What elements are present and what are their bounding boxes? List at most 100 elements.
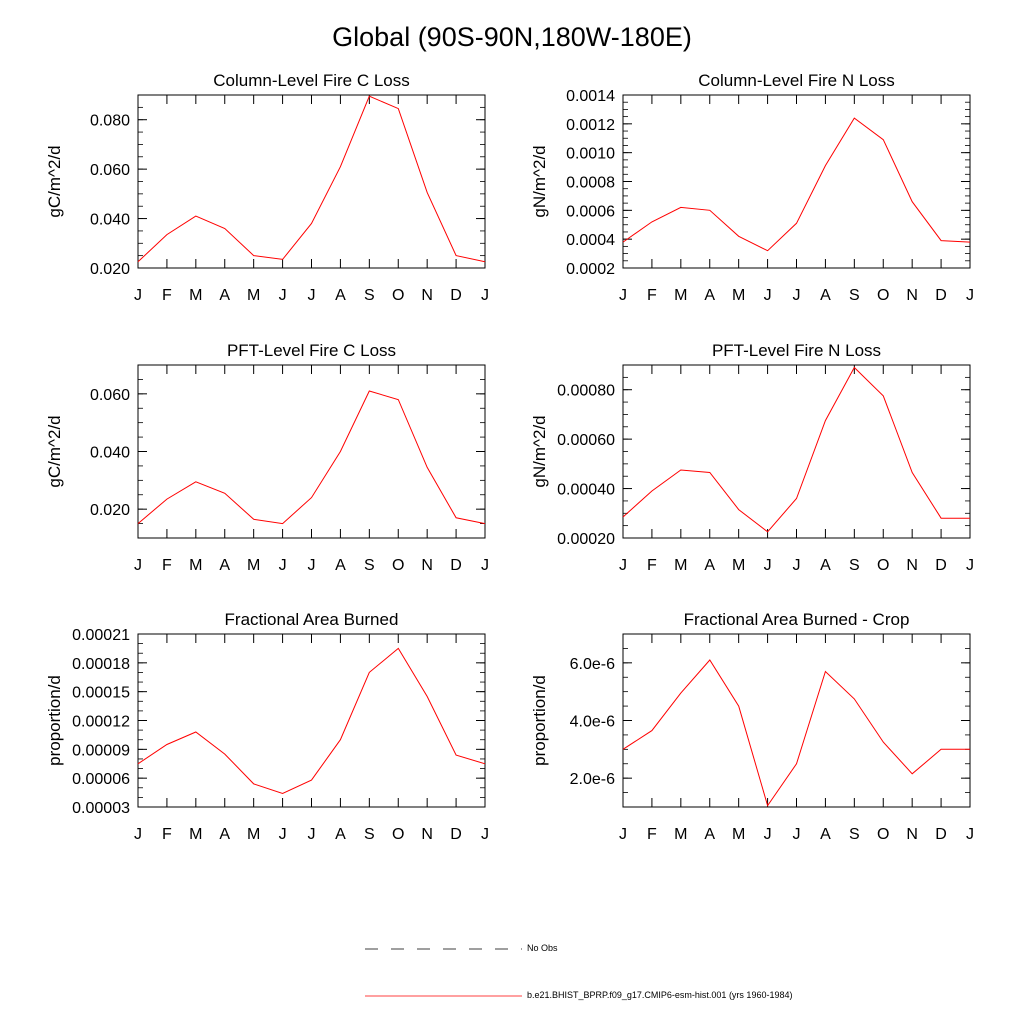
y-tick-label: 0.060 (90, 387, 130, 404)
x-tick-label: N (421, 287, 433, 304)
x-tick-label: N (421, 826, 433, 843)
x-tick-label: A (704, 287, 715, 304)
x-tick-label: J (308, 287, 316, 304)
y-tick-label: 0.0014 (566, 88, 615, 105)
panel-title: PFT-Level Fire N Loss (712, 341, 881, 360)
y-tick-label: 0.020 (90, 502, 130, 519)
y-tick-label: 0.00020 (557, 531, 615, 548)
x-tick-label: J (619, 287, 627, 304)
y-tick-label: 2.0e-6 (570, 771, 615, 788)
y-tick-label: 0.00080 (557, 383, 615, 400)
y-tick-label: 0.040 (90, 445, 130, 462)
y-tick-label: 0.0002 (566, 261, 615, 278)
x-tick-label: O (392, 826, 404, 843)
x-tick-label: J (279, 826, 287, 843)
plot-frame (622, 94, 971, 269)
x-tick-label: J (481, 287, 489, 304)
y-tick-label: 0.0010 (566, 146, 615, 163)
x-tick-label: J (481, 557, 489, 574)
y-tick-label: 0.00040 (557, 482, 615, 499)
x-tick-label: O (877, 287, 889, 304)
x-tick-label: S (849, 826, 860, 843)
plot-frame (137, 94, 486, 269)
x-tick-label: D (450, 287, 462, 304)
x-tick-label: M (189, 287, 202, 304)
x-tick-label: S (364, 557, 375, 574)
series-line (622, 117, 971, 252)
x-tick-label: D (935, 287, 947, 304)
y-axis-label: proportion/d (530, 675, 549, 766)
x-tick-label: S (364, 826, 375, 843)
y-axis-label: gC/m^2/d (45, 415, 64, 487)
x-tick-label: M (247, 826, 260, 843)
y-tick-label: 0.00009 (72, 742, 130, 759)
x-tick-label: O (392, 287, 404, 304)
y-tick-label: 0.0008 (566, 175, 615, 192)
x-tick-label: M (247, 557, 260, 574)
x-tick-label: F (647, 287, 657, 304)
x-tick-label: S (849, 287, 860, 304)
x-tick-label: J (308, 557, 316, 574)
x-tick-label: N (421, 557, 433, 574)
main-title: Global (90S-90N,180W-180E) (332, 22, 692, 52)
y-axis-label: gC/m^2/d (45, 145, 64, 217)
panel-title: Column-Level Fire N Loss (698, 71, 895, 90)
y-tick-label: 0.040 (90, 212, 130, 229)
y-tick-label: 0.00018 (72, 656, 130, 673)
series-line (622, 659, 970, 807)
x-tick-label: J (619, 557, 627, 574)
x-tick-label: F (162, 287, 172, 304)
y-tick-label: 0.00021 (72, 627, 130, 644)
x-tick-label: J (279, 287, 287, 304)
panel-title: Fractional Area Burned - Crop (684, 610, 910, 629)
x-tick-label: J (764, 287, 772, 304)
x-tick-label: A (335, 557, 346, 574)
x-tick-label: F (647, 826, 657, 843)
x-tick-label: J (764, 557, 772, 574)
x-tick-label: J (966, 826, 974, 843)
y-tick-label: 0.00060 (557, 432, 615, 449)
y-axis-label: proportion/d (45, 675, 64, 766)
x-tick-label: M (189, 557, 202, 574)
y-tick-label: 0.0004 (566, 232, 615, 249)
legend-line-dashed (365, 948, 522, 950)
x-tick-label: O (877, 826, 889, 843)
y-axis-label: gN/m^2/d (530, 415, 549, 487)
x-tick-label: M (732, 826, 745, 843)
x-tick-label: J (308, 826, 316, 843)
legend-label-no-obs: No Obs (527, 943, 558, 953)
x-tick-label: J (793, 287, 801, 304)
x-tick-label: J (793, 557, 801, 574)
plot-frame (622, 633, 971, 808)
series-line (622, 366, 970, 533)
panel-title: Column-Level Fire C Loss (213, 71, 410, 90)
x-tick-label: A (704, 557, 715, 574)
x-tick-label: M (674, 826, 687, 843)
x-tick-label: J (481, 826, 489, 843)
x-tick-label: J (619, 826, 627, 843)
y-tick-label: 4.0e-6 (570, 714, 615, 731)
y-tick-label: 0.00006 (72, 771, 130, 788)
x-tick-label: J (966, 557, 974, 574)
x-tick-label: J (966, 287, 974, 304)
series-line (137, 390, 486, 525)
x-tick-label: J (134, 557, 142, 574)
legend-item-model: b.e21.BHIST_BPRP.f09_g17.CMIP6-esm-hist.… (0, 989, 1024, 1005)
chart-panel-5: Fractional Area Burned - Crop proportion/… (530, 610, 974, 843)
x-tick-label: A (820, 287, 831, 304)
plot-frame (137, 633, 486, 808)
x-tick-label: A (704, 826, 715, 843)
y-tick-label: 0.00015 (72, 685, 130, 702)
legend-line-solid (365, 995, 522, 997)
y-tick-label: 0.0012 (566, 117, 615, 134)
panel-title: PFT-Level Fire C Loss (227, 341, 396, 360)
y-tick-label: 0.00012 (72, 714, 130, 731)
x-tick-label: D (935, 557, 947, 574)
x-tick-label: A (820, 826, 831, 843)
x-tick-label: M (189, 826, 202, 843)
